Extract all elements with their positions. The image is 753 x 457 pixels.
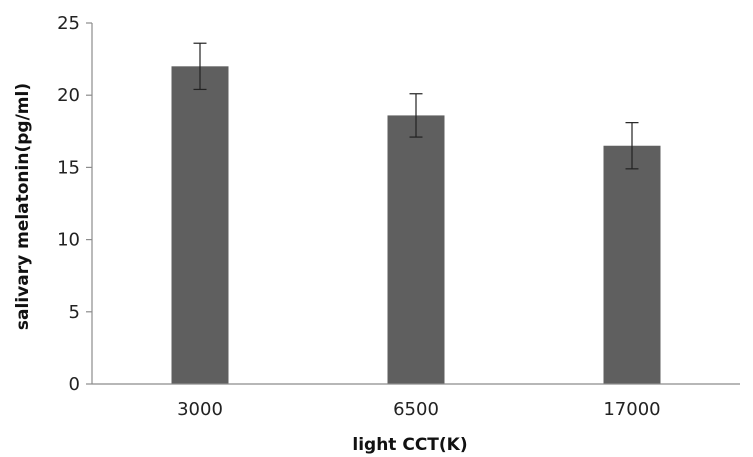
bar-17000: [603, 145, 661, 384]
error-bar-17000: [625, 122, 639, 170]
error-bar-6500: [409, 93, 423, 138]
x-axis-title: light CCT(K): [352, 435, 467, 455]
bars: [171, 66, 661, 384]
bar-6500: [387, 115, 445, 384]
error-bars: [193, 42, 639, 170]
y-tick-label: 20: [57, 85, 80, 106]
x-tick-label: 3000: [177, 399, 223, 420]
y-tick-label: 0: [69, 374, 80, 395]
y-tick-label: 10: [57, 230, 80, 251]
x-tick-label: 6500: [393, 399, 439, 420]
x-tick-label: 17000: [603, 399, 660, 420]
y-tick-label: 15: [57, 157, 80, 178]
y-axis-title: salivary melatonin(pg/ml): [13, 83, 33, 330]
y-axis-ticks: 0 5 10 15 20 25: [57, 13, 92, 395]
y-tick-label: 25: [57, 13, 80, 34]
x-axis-ticks: 3000 6500 17000: [177, 399, 661, 420]
error-bar-3000: [193, 42, 207, 91]
y-tick-label: 5: [69, 302, 80, 323]
bar-3000: [171, 66, 229, 384]
